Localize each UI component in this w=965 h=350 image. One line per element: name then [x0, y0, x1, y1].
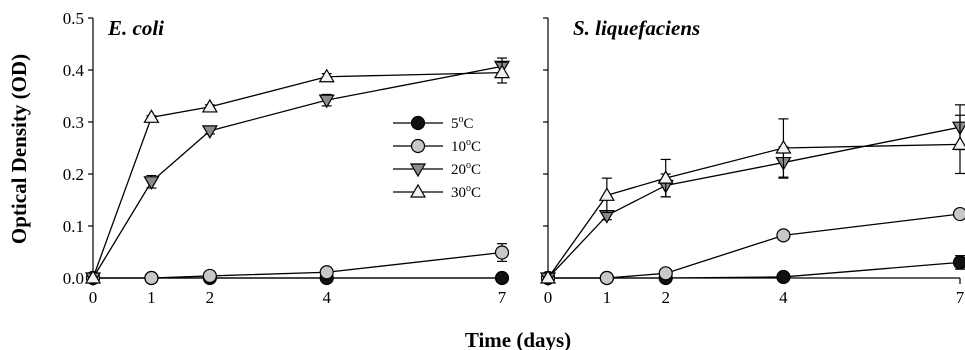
data-point — [494, 270, 510, 286]
legend-marker — [410, 115, 426, 131]
legend-label: 30oC — [451, 183, 481, 201]
data-point — [493, 64, 511, 79]
x-tick-label: 4 — [322, 288, 331, 307]
x-axis-title: Time (days) — [465, 328, 571, 350]
legend-item: 5oC — [393, 114, 474, 132]
data-point — [776, 269, 791, 285]
data-point — [539, 269, 557, 284]
data-point — [952, 206, 965, 222]
panel-s-liquefaciens: S. liquefaciens 0 1 2 4 7 — [539, 16, 965, 307]
y-tick-label: 0.2 — [63, 165, 84, 184]
legend-marker — [409, 163, 427, 178]
y-tick-label: 0.3 — [63, 113, 84, 132]
legend-label: 5oC — [451, 114, 474, 132]
data-point — [318, 68, 335, 83]
series-1 — [540, 206, 965, 286]
legend-label: 10oC — [451, 137, 481, 155]
legend-item: 30oC — [393, 183, 481, 201]
series-line — [548, 213, 961, 279]
data-point — [201, 98, 218, 113]
legend-marker — [410, 138, 426, 154]
data-point — [951, 136, 965, 150]
panel-title-s-liquefaciens: S. liquefaciens — [573, 16, 700, 40]
data-point — [658, 266, 673, 281]
legend-item: 20oC — [393, 160, 481, 178]
data-point — [319, 265, 334, 280]
series-line — [547, 126, 961, 279]
x-tick-label: 1 — [603, 288, 612, 307]
series-line — [92, 65, 503, 279]
legend-marker — [409, 183, 427, 198]
data-point — [201, 125, 218, 140]
data-point — [599, 270, 614, 286]
x-tick-label: 2 — [661, 288, 670, 307]
y-tick-label: 0.0 — [63, 269, 84, 288]
data-point — [952, 255, 965, 270]
x-tick-label: 0 — [544, 288, 553, 307]
data-point — [598, 187, 615, 201]
data-point — [144, 270, 159, 286]
x-tick-label: 1 — [147, 288, 156, 307]
y-tick-label: 0.5 — [63, 9, 84, 28]
data-point — [84, 269, 102, 284]
x-tick-label: 0 — [89, 288, 98, 307]
x-tick-label: 4 — [779, 288, 788, 307]
x-tick-label: 7 — [956, 288, 965, 307]
legend-label: 20oC — [451, 160, 481, 178]
y-tick-label: 0.4 — [63, 61, 85, 80]
series-3 — [84, 61, 511, 284]
data-point — [202, 268, 217, 284]
data-point — [776, 228, 791, 243]
data-point — [143, 176, 160, 190]
legend: 5oC 10oC 20oC 30oC — [393, 114, 481, 201]
series-2 — [84, 57, 511, 287]
data-point — [318, 94, 335, 109]
y-axis-title: Optical Density (OD) — [7, 54, 31, 244]
x-tick-label: 2 — [206, 288, 215, 307]
data-point — [143, 109, 160, 123]
panel-title-e-coli: E. coli — [107, 16, 164, 40]
x-tick-label: 7 — [498, 288, 507, 307]
legend-item: 10oC — [393, 137, 481, 155]
panel-e-coli: E. coli 0.0 0.1 0.2 0.3 0.4 0.5 0 1 2 4 7 — [63, 9, 511, 307]
series-3 — [539, 114, 965, 284]
data-point — [494, 245, 510, 260]
y-tick-label: 0.1 — [63, 217, 84, 236]
data-point — [657, 169, 674, 184]
data-point — [775, 139, 792, 154]
